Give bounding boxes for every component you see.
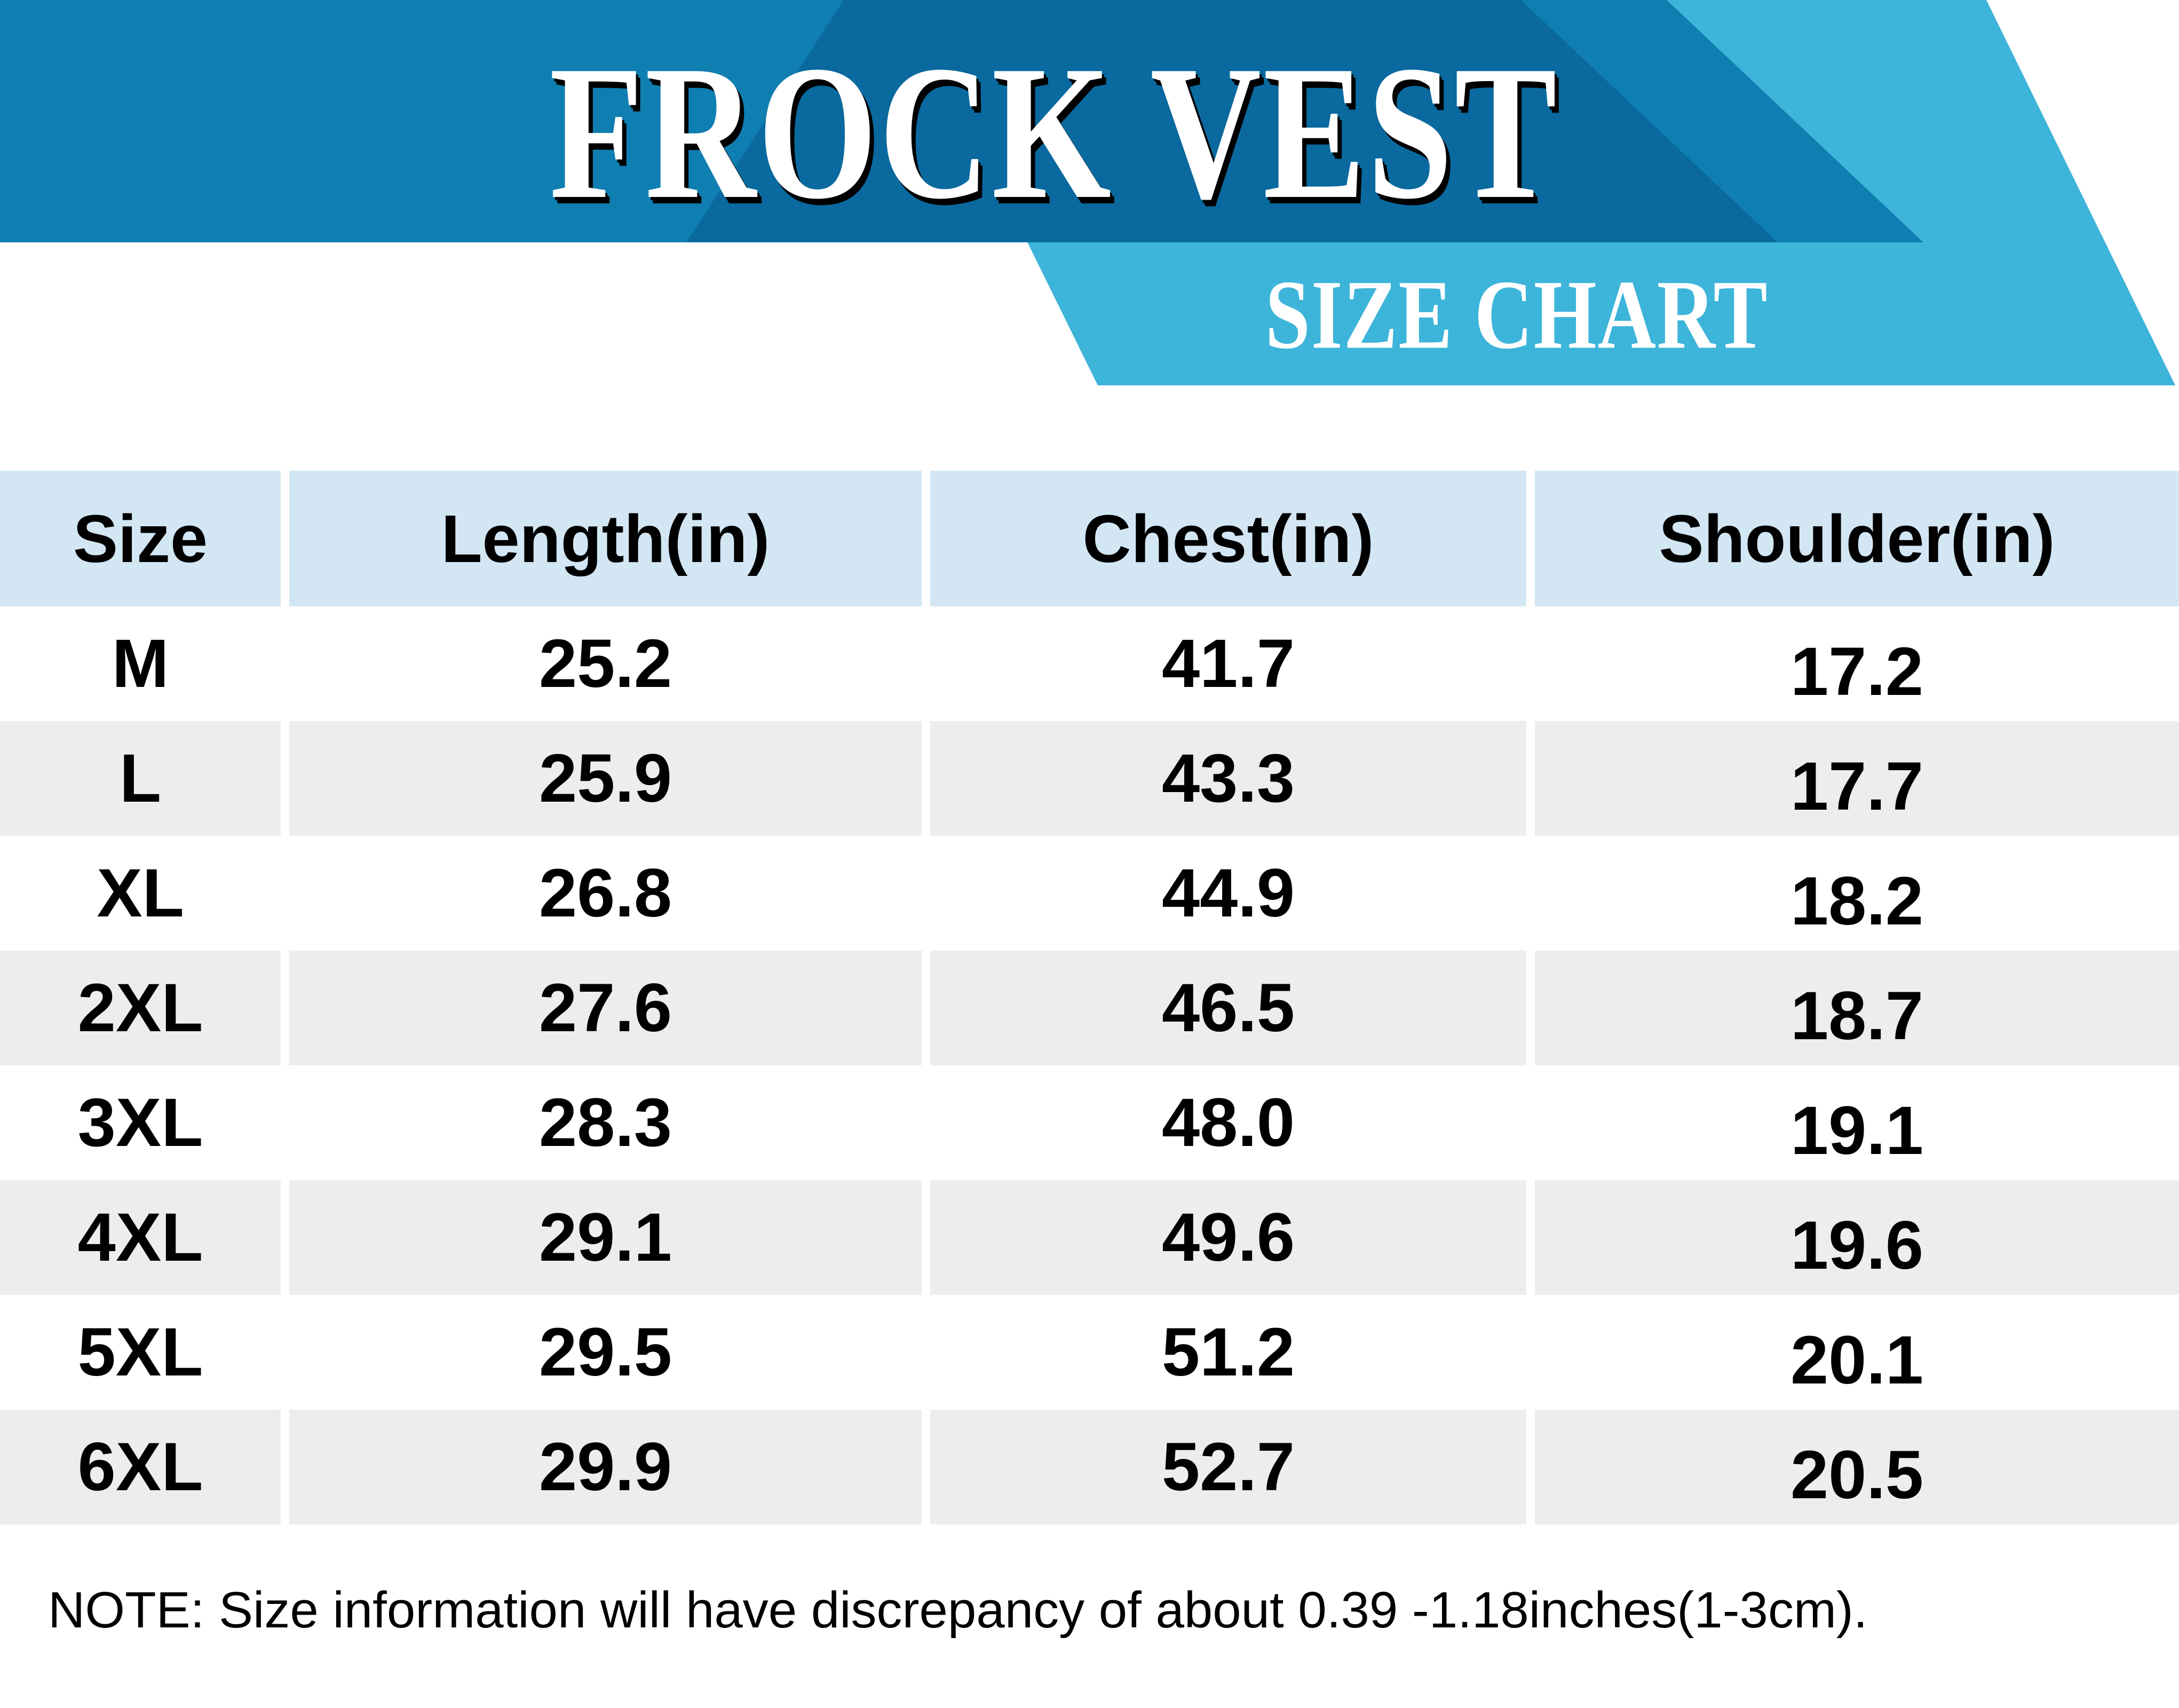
table-cell-length: 28.3	[289, 1065, 922, 1180]
table-cell-chest: 49.6	[930, 1180, 1526, 1295]
table-cell-size: XL	[0, 836, 281, 951]
table-cell-size: 3XL	[0, 1065, 281, 1180]
page-subtitle: SIZE CHART	[1265, 260, 1769, 370]
table-cell-chest: 41.7	[930, 606, 1526, 721]
table-cell-shoulder: 18.7	[1535, 951, 2179, 1065]
table-cell-size: 4XL	[0, 1180, 281, 1295]
table-cell-length: 29.9	[289, 1410, 922, 1524]
size-note: NOTE: Size information will have discrep…	[48, 1582, 1868, 1639]
table-cell-length: 29.5	[289, 1295, 922, 1410]
table-cell-length: 26.8	[289, 836, 922, 951]
table-cell-shoulder: 19.1	[1535, 1065, 2179, 1180]
table-cell-size: 6XL	[0, 1410, 281, 1524]
table-cell-chest: 52.7	[930, 1410, 1526, 1524]
table-cell-chest: 44.9	[930, 836, 1526, 951]
table-cell-length: 25.2	[289, 606, 922, 721]
column-header-length: Length(in)	[289, 471, 922, 606]
column-header-size: Size	[0, 471, 281, 606]
page-title: FROCK VEST	[549, 26, 1559, 239]
table-cell-length: 27.6	[289, 951, 922, 1065]
column-header-shoulder: Shoulder(in)	[1535, 471, 2179, 606]
table-cell-shoulder: 18.2	[1535, 836, 2179, 951]
table-cell-shoulder: 17.7	[1535, 721, 2179, 836]
size-table: Size Length(in) Chest(in) Shoulder(in) M…	[0, 471, 2179, 1524]
table-cell-chest: 51.2	[930, 1295, 1526, 1410]
table-cell-size: 5XL	[0, 1295, 281, 1410]
table-cell-shoulder: 20.1	[1535, 1295, 2179, 1410]
column-header-chest: Chest(in)	[930, 471, 1526, 606]
table-cell-length: 25.9	[289, 721, 922, 836]
table-cell-chest: 48.0	[930, 1065, 1526, 1180]
table-cell-chest: 46.5	[930, 951, 1526, 1065]
table-cell-shoulder: 17.2	[1535, 606, 2179, 721]
table-cell-size: L	[0, 721, 281, 836]
table-cell-shoulder: 20.5	[1535, 1410, 2179, 1524]
table-cell-length: 29.1	[289, 1180, 922, 1295]
table-cell-shoulder: 19.6	[1535, 1180, 2179, 1295]
table-cell-chest: 43.3	[930, 721, 1526, 836]
table-cell-size: 2XL	[0, 951, 281, 1065]
table-cell-size: M	[0, 606, 281, 721]
